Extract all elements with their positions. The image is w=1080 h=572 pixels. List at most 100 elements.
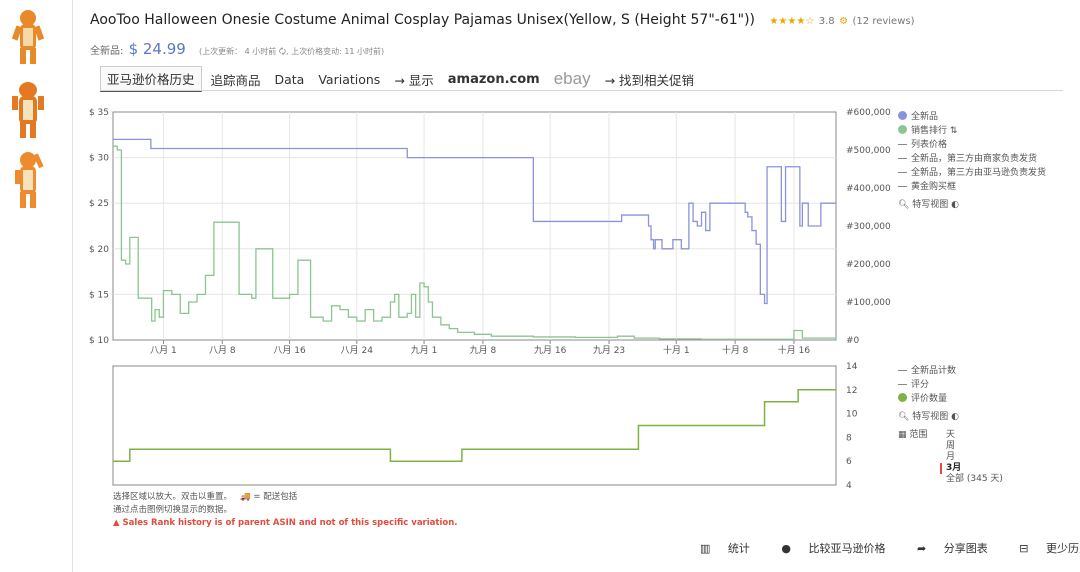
- range-selector: ▦ 范围 天周月 3月 全部 (345 天): [898, 430, 1003, 485]
- legend-label: 黄金购买框: [911, 182, 957, 192]
- x-tick-label: 八月 16: [273, 345, 306, 356]
- legend-label: 特写视图: [912, 200, 949, 210]
- zoom-icon: 🔍︎: [898, 200, 913, 210]
- footer-actions: ▥ 统计 ● 比较亚马逊价格 ➦ 分享图表 ⊟ 更少历史数据: [700, 540, 1080, 556]
- x-tick-label: 九月 16: [534, 345, 567, 356]
- tab-price-history[interactable]: 亚马逊价格历史: [100, 66, 202, 92]
- legend-bottom-item[interactable]: 评价数量: [898, 392, 959, 406]
- legend-top-item[interactable]: 全新品: [898, 110, 1046, 124]
- find-deals-link[interactable]: → 找到相关促销: [604, 72, 695, 88]
- last-update: (上次更新： 4 小时前 🗘, 上次价格变动: 11 小时前): [199, 47, 385, 56]
- x-tick-label: 十月 1: [663, 344, 690, 356]
- legend-top-item[interactable]: 全新品，第三方由商家负责发货: [898, 152, 1046, 166]
- ebay-link[interactable]: ebay: [553, 69, 591, 88]
- x-tick-label: 十月 8: [722, 344, 749, 356]
- product-thumbnail-2[interactable]: [8, 80, 48, 142]
- calendar-icon: ▦: [898, 430, 907, 440]
- y2-tick-label: 12: [846, 386, 857, 396]
- legend-dash-icon: [898, 172, 907, 173]
- legend-label: 全新品，第三方由商家负责发货: [911, 154, 1038, 164]
- legend-label: 评分: [911, 380, 930, 390]
- range-option[interactable]: 全部 (345 天): [946, 474, 1003, 484]
- range-option[interactable]: 月: [946, 452, 956, 462]
- info-icon: ⚙: [839, 16, 849, 27]
- legend-dash-icon: [898, 370, 907, 371]
- bar-chart-icon: ▥: [700, 542, 711, 555]
- legend-label: 全新品，第三方由亚马逊负责发货: [911, 168, 1047, 178]
- price-label: 全新品:: [90, 46, 124, 57]
- tab-underline: [100, 90, 1063, 91]
- plot-area-top: [112, 111, 837, 341]
- y-left-tick-label: $ 15: [89, 290, 109, 300]
- less-history-button[interactable]: ⊟ 更少历史数据: [1019, 542, 1080, 555]
- range-option[interactable]: 天: [946, 430, 956, 440]
- zoom-icon: 🔍︎: [898, 412, 913, 422]
- price-row: 全新品: $ 24.99 (上次更新： 4 小时前 🗘, 上次价格变动: 11 …: [90, 40, 384, 60]
- legend-label: 评价数量: [911, 394, 948, 404]
- divider: [72, 0, 73, 572]
- minus-box-icon: ⊟: [1019, 542, 1029, 555]
- legend-dot-icon: [898, 393, 907, 402]
- y2-tick-label: 10: [846, 410, 858, 420]
- note-shipping: = 配送包括: [253, 492, 298, 502]
- y-right-tick-label: #100,000: [846, 298, 891, 308]
- tab-bar: 亚马逊价格历史 追踪商品 Data Variations → 显示 amazon…: [100, 66, 699, 92]
- toggle-icon[interactable]: ◐: [948, 412, 960, 422]
- range-option[interactable]: 周: [946, 441, 956, 451]
- y-left-tick-label: $ 25: [89, 199, 109, 209]
- legend-bottom: 全新品计数评分评价数量 🔍︎ 特写视图 ◐: [898, 364, 959, 424]
- review-count[interactable]: (12 reviews): [852, 16, 915, 27]
- legend-dot-icon: [898, 111, 907, 120]
- warning-text: ▲ Sales Rank history is of parent ASIN a…: [113, 518, 458, 528]
- rating-value: 3.8: [818, 16, 835, 27]
- range-option[interactable]: 3月: [940, 463, 1003, 474]
- y-right-tick-label: #300,000: [846, 222, 891, 232]
- tab-track-product[interactable]: 追踪商品: [210, 72, 261, 88]
- legend-top-item[interactable]: 列表价格: [898, 138, 1046, 152]
- toggle-icon[interactable]: ◐: [948, 200, 960, 210]
- legend-dash-icon: [898, 384, 907, 385]
- legend-label: 特写视图: [912, 412, 949, 422]
- legend-bottom-item[interactable]: 全新品计数: [898, 364, 959, 378]
- rank-series-line: [113, 145, 837, 340]
- share-icon: ➦: [917, 542, 927, 555]
- product-title[interactable]: AooToo Halloween Onesie Costume Animal C…: [90, 12, 755, 28]
- tab-variations[interactable]: Variations: [318, 71, 381, 87]
- range-label: 范围: [909, 430, 928, 440]
- tab-data[interactable]: Data: [274, 71, 305, 87]
- product-title-row: AooToo Halloween Onesie Costume Animal C…: [90, 12, 915, 28]
- legend-label: 销售排行 ⇅: [911, 126, 958, 136]
- y-left-tick-label: $ 10: [89, 336, 109, 346]
- truck-icon: 🚚: [240, 492, 251, 502]
- product-thumbnail-3[interactable]: [8, 150, 48, 212]
- product-thumbnail-1[interactable]: [8, 6, 48, 68]
- y-right-tick-label: #600,000: [846, 108, 891, 118]
- legend-label: 列表价格: [911, 140, 948, 150]
- x-tick-label: 九月 8: [470, 345, 497, 356]
- legend-top-item[interactable]: 🔍︎ 特写视图 ◐: [898, 198, 1046, 212]
- x-tick-label: 十月 16: [778, 344, 811, 356]
- price-series-line: [113, 138, 836, 305]
- y2-tick-label: 14: [846, 362, 858, 372]
- legend-dot-icon: [898, 125, 907, 134]
- note-zoom: 选择区域以放大。双击以重置。: [113, 492, 233, 502]
- x-tick-label: 九月 23: [593, 345, 625, 356]
- y2-tick-label: 6: [846, 457, 852, 467]
- stats-button[interactable]: ▥ 统计: [700, 542, 750, 555]
- legend-top-item[interactable]: 黄金购买框: [898, 180, 1046, 194]
- note-legend: 通过点击图例切换显示的数据。: [113, 505, 233, 515]
- y-right-tick-label: #0: [846, 336, 860, 346]
- x-tick-label: 九月 1: [411, 345, 438, 356]
- legend-bottom-item[interactable]: 🔍︎ 特写视图 ◐: [898, 410, 959, 424]
- y2-tick-label: 4: [846, 481, 852, 491]
- amazon-link[interactable]: amazon.com: [447, 71, 540, 87]
- y-right-tick-label: #400,000: [846, 184, 891, 194]
- legend-top-item[interactable]: 销售排行 ⇅: [898, 124, 1046, 138]
- show-on-label: → 显示: [394, 72, 434, 88]
- compare-button[interactable]: ● 比较亚马逊价格: [781, 542, 886, 555]
- x-tick-label: 八月 24: [341, 345, 374, 356]
- legend-bottom-item[interactable]: 评分: [898, 378, 959, 392]
- share-button[interactable]: ➦ 分享图表: [917, 542, 988, 555]
- legend-top-item[interactable]: 全新品，第三方由亚马逊负责发货: [898, 166, 1046, 180]
